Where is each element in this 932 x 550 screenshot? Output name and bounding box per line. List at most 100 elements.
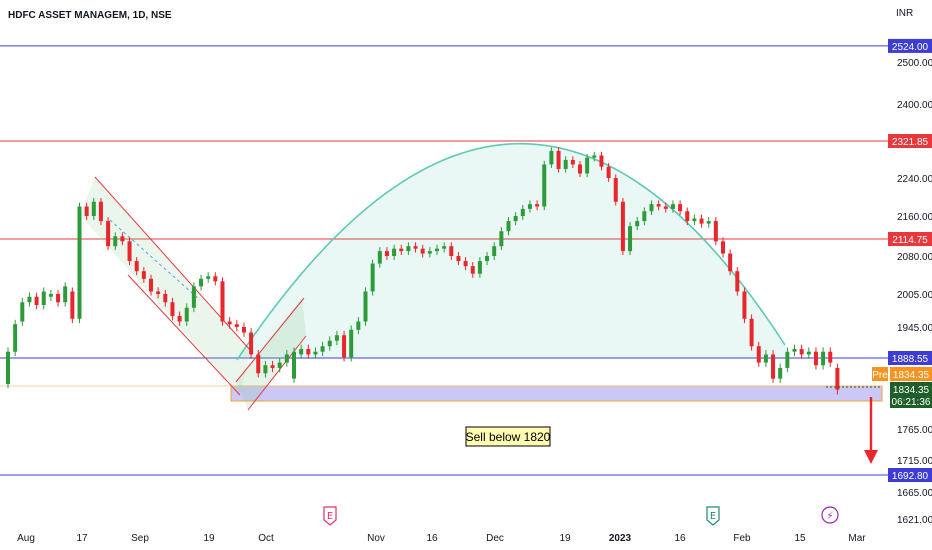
y-tick-label: 2500.00	[897, 58, 932, 69]
candle	[456, 252, 461, 266]
candle	[84, 202, 89, 221]
candle	[34, 292, 39, 310]
event-marker-earnings-icon[interactable]: E	[323, 506, 337, 526]
candle	[91, 197, 96, 221]
candle	[620, 197, 625, 256]
support-zone	[230, 385, 883, 402]
candle	[141, 267, 146, 283]
x-tick-label: Aug	[17, 533, 35, 544]
candle	[721, 237, 725, 258]
candle	[277, 358, 282, 373]
event-markers: E E ⚡	[323, 506, 839, 526]
candle	[427, 247, 432, 258]
breakout-channel	[236, 298, 306, 410]
candle	[749, 314, 754, 351]
candle	[156, 287, 161, 299]
candle	[399, 244, 404, 256]
level-tag	[888, 468, 932, 482]
x-tick-label: Dec	[486, 533, 504, 544]
x-tick-label: 16	[674, 533, 686, 544]
x-tick-label: 19	[559, 533, 571, 544]
candle	[241, 322, 246, 337]
candle	[556, 147, 561, 173]
candle	[392, 244, 397, 261]
candle	[792, 344, 797, 357]
sell-annotation: Sell below 1820	[465, 426, 551, 447]
candle	[685, 207, 690, 226]
candle	[342, 330, 347, 362]
x-tick-label: Oct	[258, 533, 274, 544]
candle	[527, 200, 532, 213]
candle	[163, 289, 168, 307]
candle	[477, 257, 482, 278]
x-tick-label: 17	[76, 533, 88, 544]
premarket-badge: Pre	[872, 370, 888, 381]
premarket-price: 1834.35	[893, 370, 930, 381]
candle	[413, 242, 418, 253]
candle	[578, 160, 582, 178]
candle	[234, 319, 239, 332]
candle	[449, 242, 454, 261]
event-marker-letter: E	[327, 511, 333, 522]
level-tag-label: 2114.75	[892, 235, 928, 246]
time-axis[interactable]: Aug 17 Sep 19 Oct Nov 16 Dec 19 2023 16 Feb 15 Mar	[17, 533, 866, 544]
level-tag-label: 1888.55	[892, 354, 929, 365]
candle	[728, 249, 733, 276]
candle	[470, 262, 475, 278]
candle	[263, 360, 268, 378]
descending-channel	[80, 177, 250, 395]
candle	[206, 272, 211, 283]
level-tag	[888, 134, 932, 148]
candle	[177, 311, 182, 326]
y-tick-label: 2400.00	[897, 100, 932, 111]
x-tick-label: Mar	[848, 533, 866, 544]
candle	[306, 344, 311, 359]
candle	[249, 328, 254, 359]
candle	[828, 347, 833, 367]
candle	[756, 341, 761, 367]
event-marker-earnings-icon[interactable]: E	[706, 506, 720, 526]
x-tick-label: Feb	[733, 533, 751, 544]
candle	[349, 325, 354, 362]
candle	[706, 217, 711, 228]
candle	[313, 347, 318, 359]
price-axis[interactable]: INR 2500.002400.002320.002240.002160.002…	[872, 8, 932, 526]
level-tag-label: 1692.80	[892, 471, 929, 482]
candle	[506, 217, 511, 236]
candle	[98, 197, 103, 226]
level-tag-label: 2524.00	[892, 42, 929, 53]
candle	[442, 242, 447, 253]
candle	[656, 200, 661, 211]
candle	[599, 151, 604, 171]
candle	[835, 363, 840, 395]
y-tick-label: 1945.00	[897, 323, 932, 334]
candle	[363, 287, 368, 326]
candle	[520, 205, 525, 221]
candle	[406, 242, 411, 256]
candle	[356, 317, 361, 335]
candle	[735, 267, 740, 296]
candle	[692, 214, 697, 226]
candle	[649, 200, 654, 216]
event-marker-split-icon[interactable]: ⚡	[821, 506, 839, 524]
candle	[134, 257, 139, 276]
x-tick-label: Nov	[367, 533, 385, 544]
candle	[799, 344, 804, 359]
candle	[463, 257, 468, 271]
candle	[220, 277, 225, 326]
candle	[384, 247, 389, 261]
level-tag	[888, 232, 932, 246]
y-tick-label: 1665.00	[897, 488, 932, 499]
candle	[227, 317, 232, 329]
candle	[670, 200, 675, 213]
candle	[678, 200, 683, 216]
breakout-line-upper	[235, 297, 305, 383]
candle	[549, 147, 554, 169]
candle	[70, 287, 75, 324]
candle	[742, 287, 747, 324]
candle	[13, 319, 18, 357]
candle	[635, 217, 640, 231]
candle	[213, 272, 218, 286]
x-tick-label: 2023	[609, 533, 632, 544]
